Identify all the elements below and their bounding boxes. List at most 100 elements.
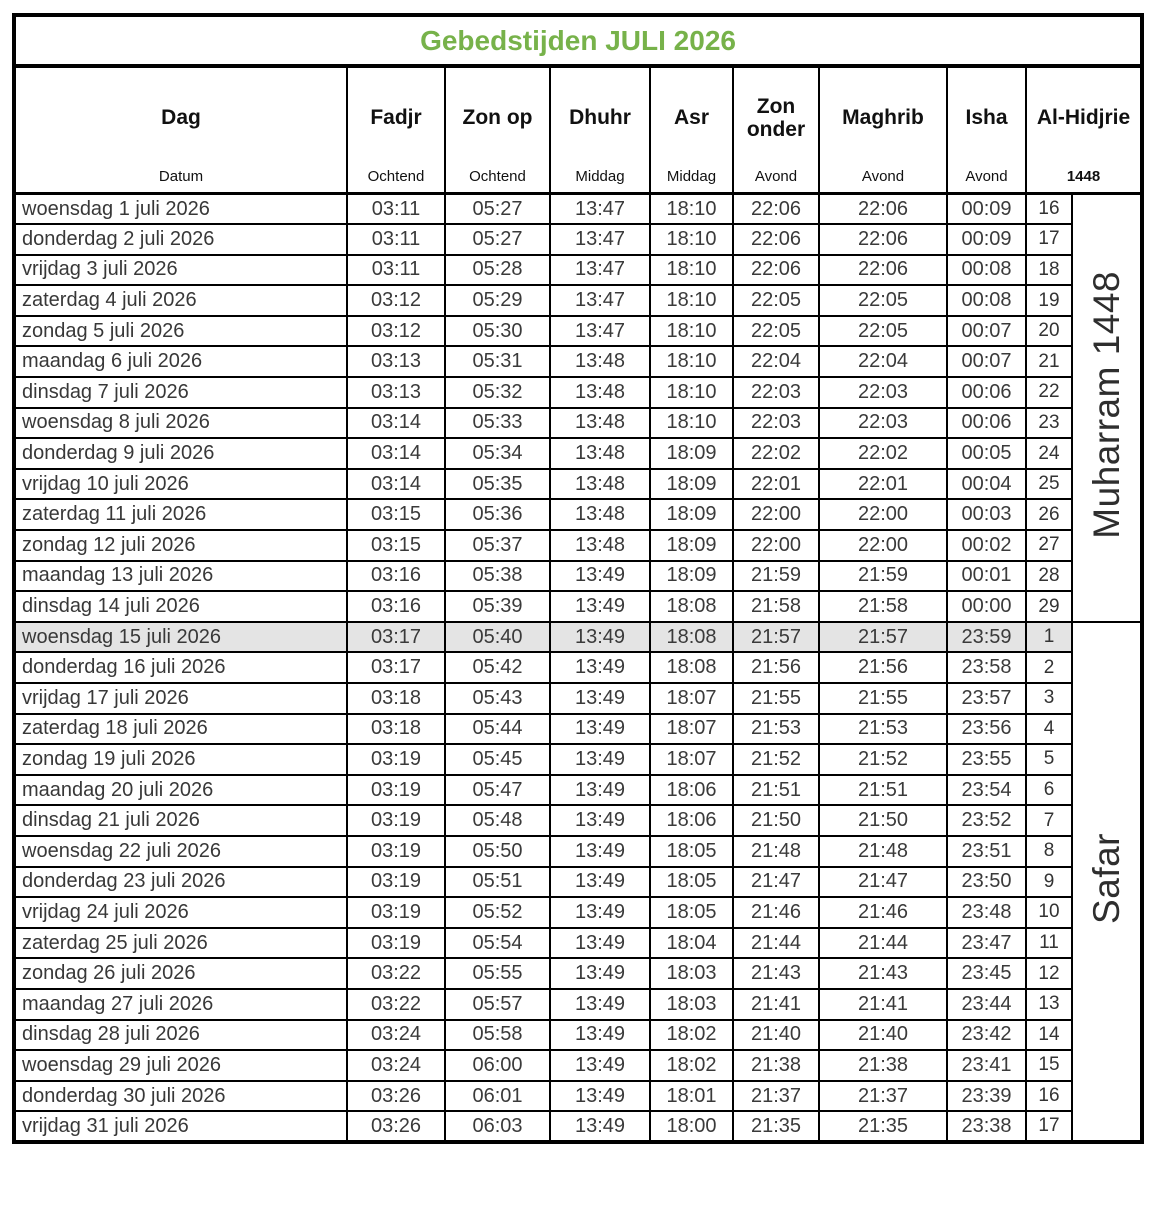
maghrib-time: 22:01 <box>818 467 948 501</box>
asr-time: 18:05 <box>649 896 734 929</box>
asr-time: 18:06 <box>649 773 734 807</box>
dhuhr-time: 13:48 <box>549 498 651 532</box>
column-label-fadjr: Fadjr <box>370 106 422 130</box>
dhuhr-time: 13:49 <box>549 834 651 868</box>
hijri-day: 7 <box>1025 804 1073 837</box>
table-row: donderdag 9 juli 2026 03:14 05:34 13:48 18:0… <box>13 437 1142 470</box>
fadjr-time: 03:18 <box>346 712 446 746</box>
isha-time: 00:06 <box>946 406 1027 440</box>
isha-time: 23:38 <box>946 1110 1027 1143</box>
sunrise-time: 05:28 <box>444 253 551 287</box>
column-header-zon-onder: Zon onder Avond <box>732 65 820 195</box>
date-cell: dinsdag 14 juli 2026 <box>13 590 348 623</box>
isha-time: 23:54 <box>946 773 1027 807</box>
asr-time: 18:02 <box>649 1018 734 1052</box>
sunset-time: 22:05 <box>732 314 820 348</box>
isha-time: 00:04 <box>946 467 1027 501</box>
hijri-day: 17 <box>1025 1110 1073 1143</box>
isha-time: 23:42 <box>946 1018 1027 1052</box>
column-label-zon-onder: Zon onder <box>746 94 806 141</box>
hijri-day: 4 <box>1025 712 1073 746</box>
column-label-dag: Dag <box>161 106 201 130</box>
sunrise-time: 05:47 <box>444 773 551 807</box>
column-sublabel-ochtend: Ochtend <box>469 168 526 185</box>
hijri-day: 22 <box>1025 376 1073 409</box>
sunset-time: 21:51 <box>732 773 820 807</box>
date-cell: zondag 5 juli 2026 <box>13 314 348 348</box>
sunrise-time: 05:57 <box>444 987 551 1021</box>
sunset-time: 21:41 <box>732 987 820 1021</box>
isha-time: 00:06 <box>946 376 1027 409</box>
sunset-time: 22:05 <box>732 284 820 317</box>
table-row: dinsdag 28 juli 2026 03:24 05:58 13:49 18:02… <box>13 1018 1142 1052</box>
sunrise-time: 05:50 <box>444 834 551 868</box>
hijri-day: 28 <box>1025 559 1073 593</box>
sunrise-time: 05:39 <box>444 590 551 623</box>
prayer-times-table: Gebedstijden JULI 2026 Dag Datum Fadjr O… <box>12 13 1145 1144</box>
date-cell: donderdag 2 juli 2026 <box>13 223 348 256</box>
sunset-time: 21:59 <box>732 559 820 593</box>
sunrise-time: 06:03 <box>444 1110 551 1143</box>
maghrib-time: 21:35 <box>818 1110 948 1143</box>
header-row: Dag Datum Fadjr Ochtend Zon op Ochtend <box>13 65 1144 195</box>
maghrib-time: 21:44 <box>818 926 948 960</box>
sunrise-time: 05:51 <box>444 865 551 899</box>
isha-time: 00:02 <box>946 529 1027 562</box>
sunset-time: 21:48 <box>732 834 820 868</box>
maghrib-time: 21:51 <box>818 773 948 807</box>
sunset-time: 21:56 <box>732 651 820 684</box>
isha-time: 00:09 <box>946 192 1027 226</box>
date-cell: donderdag 23 juli 2026 <box>13 865 348 899</box>
maghrib-time: 21:55 <box>818 682 948 715</box>
column-sublabel-middag: Middag <box>666 168 717 185</box>
fadjr-time: 03:14 <box>346 406 446 440</box>
fadjr-time: 03:14 <box>346 437 446 470</box>
date-cell: zondag 19 juli 2026 <box>13 743 348 776</box>
maghrib-time: 21:41 <box>818 987 948 1021</box>
isha-time: 23:44 <box>946 987 1027 1021</box>
isha-time: 23:50 <box>946 865 1027 899</box>
fadjr-time: 03:19 <box>346 773 446 807</box>
table-row: woensdag 1 juli 2026 03:11 05:27 13:47 18:10… <box>13 192 1144 623</box>
date-cell: zaterdag 18 juli 2026 <box>13 712 348 746</box>
maghrib-time: 21:40 <box>818 1018 948 1052</box>
asr-time: 18:09 <box>649 529 734 562</box>
sunset-time: 21:37 <box>732 1079 820 1113</box>
isha-time: 23:41 <box>946 1049 1027 1082</box>
hijri-day: 24 <box>1025 437 1073 470</box>
date-cell: woensdag 8 juli 2026 <box>13 406 348 440</box>
sunrise-time: 05:58 <box>444 1018 551 1052</box>
sunrise-time: 05:30 <box>444 314 551 348</box>
table-row: woensdag 22 juli 2026 03:19 05:50 13:49 18:0… <box>13 834 1142 868</box>
table-row: vrijdag 17 juli 2026 03:18 05:43 13:49 18:07… <box>13 682 1142 715</box>
hijri-day: 20 <box>1025 314 1073 348</box>
isha-time: 23:56 <box>946 712 1027 746</box>
date-cell: maandag 6 juli 2026 <box>13 345 348 379</box>
hijri-day: 5 <box>1025 743 1073 776</box>
dhuhr-time: 13:49 <box>549 1049 651 1082</box>
table-row: zondag 19 juli 2026 03:19 05:45 13:49 18:07 2… <box>13 743 1142 776</box>
maghrib-time: 22:04 <box>818 345 948 379</box>
sunrise-time: 05:35 <box>444 467 551 501</box>
isha-time: 23:59 <box>946 620 1027 654</box>
column-label-dhuhr: Dhuhr <box>569 106 631 130</box>
sunset-time: 21:47 <box>732 865 820 899</box>
hijri-day: 2 <box>1025 651 1073 684</box>
maghrib-time: 21:50 <box>818 804 948 837</box>
date-cell: woensdag 1 juli 2026 <box>13 192 348 226</box>
fadjr-time: 03:24 <box>346 1018 446 1052</box>
asr-time: 18:10 <box>649 284 734 317</box>
asr-time: 18:10 <box>649 345 734 379</box>
page-title: Gebedstijden JULI 2026 <box>12 14 1144 68</box>
date-cell: dinsdag 28 juli 2026 <box>13 1018 348 1052</box>
maghrib-time: 21:52 <box>818 743 948 776</box>
asr-time: 18:10 <box>649 314 734 348</box>
asr-time: 18:08 <box>649 651 734 684</box>
sunset-time: 21:57 <box>732 620 820 654</box>
dhuhr-time: 13:48 <box>549 345 651 379</box>
fadjr-time: 03:22 <box>346 957 446 990</box>
asr-time: 18:05 <box>649 865 734 899</box>
maghrib-time: 22:00 <box>818 498 948 532</box>
asr-time: 18:10 <box>649 223 734 256</box>
sunset-time: 22:03 <box>732 406 820 440</box>
